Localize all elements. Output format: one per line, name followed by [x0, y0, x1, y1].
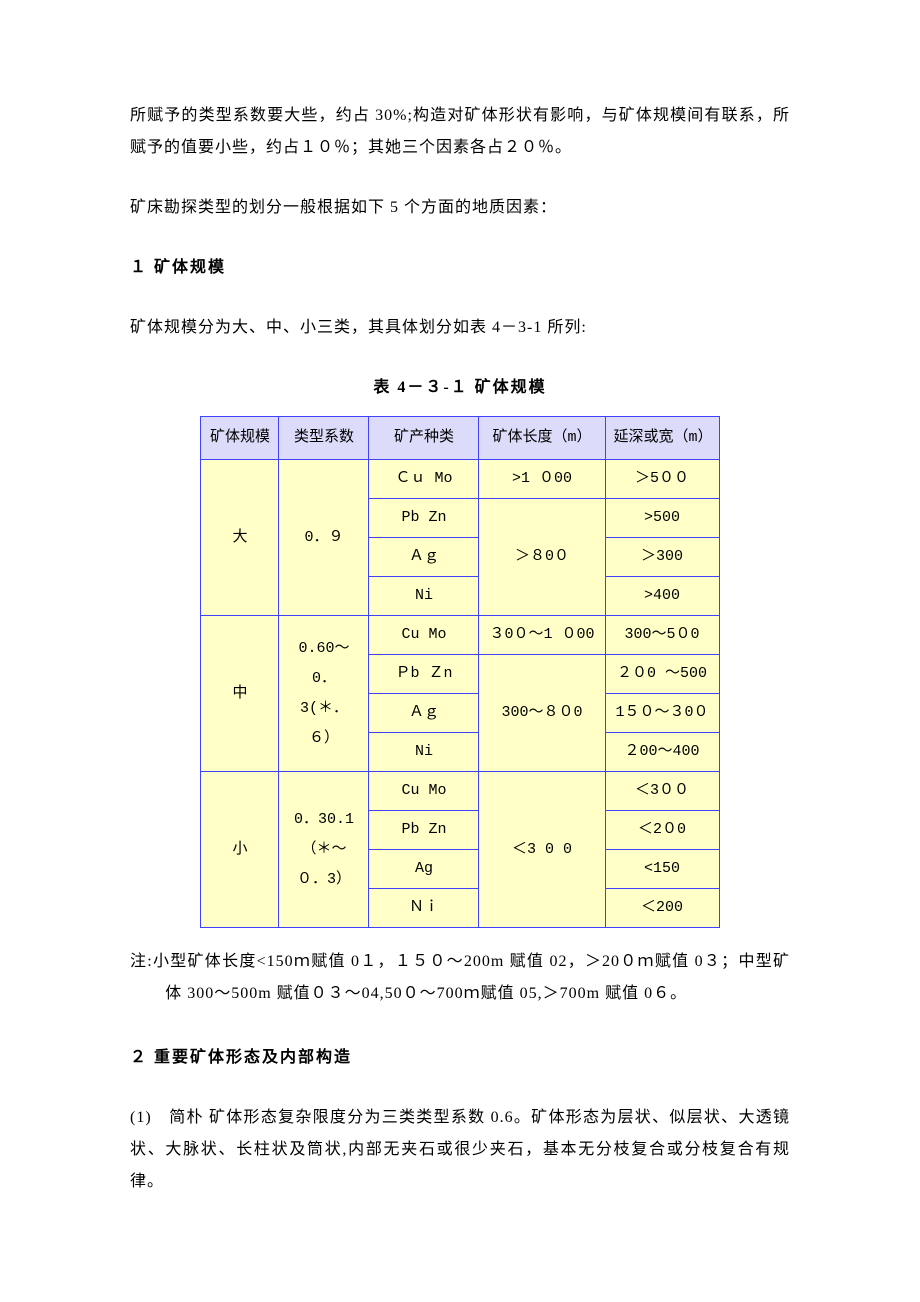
table-header-row: 矿体规模类型系数矿产种类矿体长度（m）延深或宽（m） [201, 417, 719, 460]
cell-type: Cu Mo [369, 616, 479, 655]
cell-type: Pb Zn [369, 499, 479, 538]
cell-coef: 0．９ [279, 460, 369, 616]
table-header-cell: 矿体规模 [201, 417, 279, 460]
table-header-cell: 类型系数 [279, 417, 369, 460]
table-row: 大0．９Ｃｕ Mo>1 ０00＞5００ [201, 460, 719, 499]
cell-depth: 300～5０0 [605, 616, 719, 655]
cell-type: Cu Mo [369, 772, 479, 811]
cell-depth: ＞5００ [605, 460, 719, 499]
cell-length: >1 ０00 [479, 460, 605, 499]
cell-length: ＞８0０ [479, 499, 605, 616]
table-note: 注:小型矿体长度<150ｍ赋值 0１，１５０～200m 赋值 02，＞20０ｍ赋… [130, 946, 790, 1010]
cell-type: Ni [369, 733, 479, 772]
cell-type: Ｐb Ｚn [369, 655, 479, 694]
cell-type: Ｃｕ Mo [369, 460, 479, 499]
cell-depth: 1５０～３0０ [605, 694, 719, 733]
paragraph: 矿床勘探类型的划分一般根据如下 5 个方面的地质因素： [130, 192, 790, 224]
cell-depth: >500 [605, 499, 719, 538]
cell-coef: 0.60～0．3(＊．６） [279, 616, 369, 772]
cell-type: Ｎｉ [369, 889, 479, 928]
cell-type: Ag [369, 850, 479, 889]
cell-scale: 大 [201, 460, 279, 616]
paragraph: 所赋予的类型系数要大些，约占 30%;构造对矿体形状有影响，与矿体规模间有联系，… [130, 100, 790, 164]
table-caption: 表 4－３-１ 矿体规模 [130, 372, 790, 404]
table-row: 中0.60～0．3(＊．６）Cu Mo３0０～1 ０00300～5０0 [201, 616, 719, 655]
table-row: 小0．30.1（＊～０．3）Cu Mo＜3 0 0＜3００ [201, 772, 719, 811]
cell-length: 300～８０0 [479, 655, 605, 772]
cell-depth: ＞300 [605, 538, 719, 577]
cell-coef: 0．30.1（＊～０．3） [279, 772, 369, 928]
cell-depth: ＜2０0 [605, 811, 719, 850]
table-header-cell: 延深或宽（m） [605, 417, 719, 460]
cell-depth: ２00～400 [605, 733, 719, 772]
cell-type: Pb Zn [369, 811, 479, 850]
cell-scale: 中 [201, 616, 279, 772]
table-header-cell: 矿产种类 [369, 417, 479, 460]
table-header-cell: 矿体长度（m） [479, 417, 605, 460]
table-body: 大0．９Ｃｕ Mo>1 ０00＞5００Pb Zn＞８0０>500Ａｇ＞300Ni… [201, 460, 719, 928]
cell-scale: 小 [201, 772, 279, 928]
cell-length: ＜3 0 0 [479, 772, 605, 928]
cell-type: Ni [369, 577, 479, 616]
cell-depth: <150 [605, 850, 719, 889]
cell-depth: ＜200 [605, 889, 719, 928]
paragraph: (1) 简朴 矿体形态复杂限度分为三类类型系数 0.6。矿体形态为层状、似层状、… [130, 1102, 790, 1198]
paragraph: 矿体规模分为大、中、小三类，其具体划分如表 4－3-1 所列: [130, 312, 790, 344]
cell-depth: ２０0 ～500 [605, 655, 719, 694]
cell-depth: ＜3００ [605, 772, 719, 811]
cell-depth: >400 [605, 577, 719, 616]
section-title-2: ２ 重要矿体形态及内部构造 [130, 1042, 790, 1074]
cell-type: Ａｇ [369, 694, 479, 733]
ore-scale-table: 矿体规模类型系数矿产种类矿体长度（m）延深或宽（m） 大0．９Ｃｕ Mo>1 ０… [200, 416, 719, 928]
section-title-1: １ 矿体规模 [130, 252, 790, 284]
cell-length: ３0０～1 ０00 [479, 616, 605, 655]
cell-type: Ａｇ [369, 538, 479, 577]
